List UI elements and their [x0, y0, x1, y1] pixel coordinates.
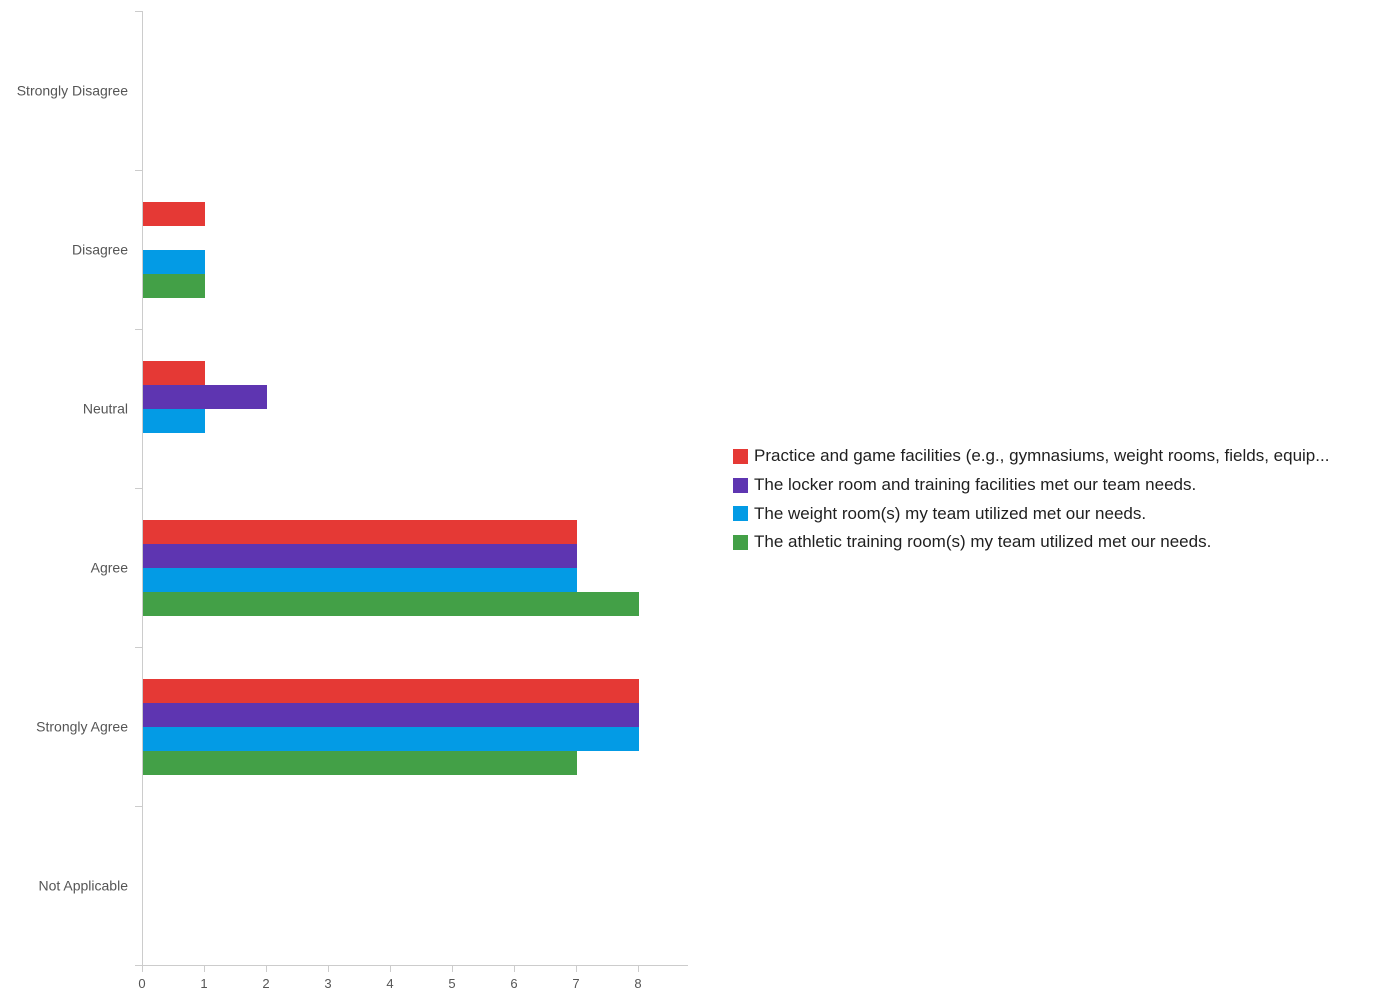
bar-strongly-agree-series-3 [143, 727, 639, 751]
x-tick-label: 5 [448, 976, 455, 991]
legend-item-4: The athletic training room(s) my team ut… [733, 528, 1378, 557]
legend-label: The athletic training room(s) my team ut… [754, 532, 1212, 552]
category-label: Strongly Disagree [17, 83, 128, 99]
x-tick-label: 4 [386, 976, 393, 991]
bars-layer [143, 202, 639, 775]
legend-swatch [733, 534, 748, 550]
x-tick-label: 3 [324, 976, 331, 991]
category-label: Not Applicable [38, 878, 128, 894]
bar-disagree-series-4 [143, 274, 205, 298]
category-label: Strongly Agree [36, 719, 128, 735]
bar-disagree-series-3 [143, 250, 205, 274]
legend-label: Practice and game facilities (e.g., gymn… [754, 446, 1330, 466]
bar-strongly-agree-series-2 [143, 703, 639, 727]
x-tick-label: 6 [510, 976, 517, 991]
bar-chart: Strongly Disagree Disagree Neutral Agree Str… [17, 11, 688, 991]
x-tick-label: 2 [262, 976, 269, 991]
legend-label: The locker room and training facilities … [754, 475, 1197, 495]
category-label: Disagree [72, 242, 128, 258]
bar-strongly-agree-series-4 [143, 751, 577, 775]
legend-swatch [733, 477, 748, 493]
x-tick-label: 0 [138, 976, 145, 991]
legend-item-2: The locker room and training facilities … [733, 471, 1378, 500]
legend-swatch [733, 506, 748, 522]
category-label: Neutral [83, 401, 128, 417]
legend-swatch [733, 448, 748, 464]
legend: Practice and game facilities (e.g., gymn… [733, 442, 1378, 557]
bar-strongly-agree-series-1 [143, 679, 639, 703]
bar-neutral-series-3 [143, 409, 205, 433]
bar-neutral-series-2 [143, 385, 267, 409]
category-label: Agree [91, 560, 129, 576]
x-tick-label: 8 [634, 976, 641, 991]
bar-agree-series-3 [143, 568, 577, 592]
bar-agree-series-1 [143, 520, 577, 544]
legend-item-1: Practice and game facilities (e.g., gymn… [733, 442, 1378, 471]
bar-agree-series-2 [143, 544, 577, 568]
bar-agree-series-4 [143, 592, 639, 616]
x-tick-label: 1 [200, 976, 207, 991]
axis-layer: Strongly Disagree Disagree Neutral Agree Str… [17, 11, 688, 991]
legend-label: The weight room(s) my team utilized met … [754, 503, 1147, 523]
legend-item-3: The weight room(s) my team utilized met … [733, 499, 1378, 528]
bar-disagree-series-1 [143, 202, 205, 226]
x-tick-label: 7 [572, 976, 579, 991]
bar-neutral-series-1 [143, 361, 205, 385]
